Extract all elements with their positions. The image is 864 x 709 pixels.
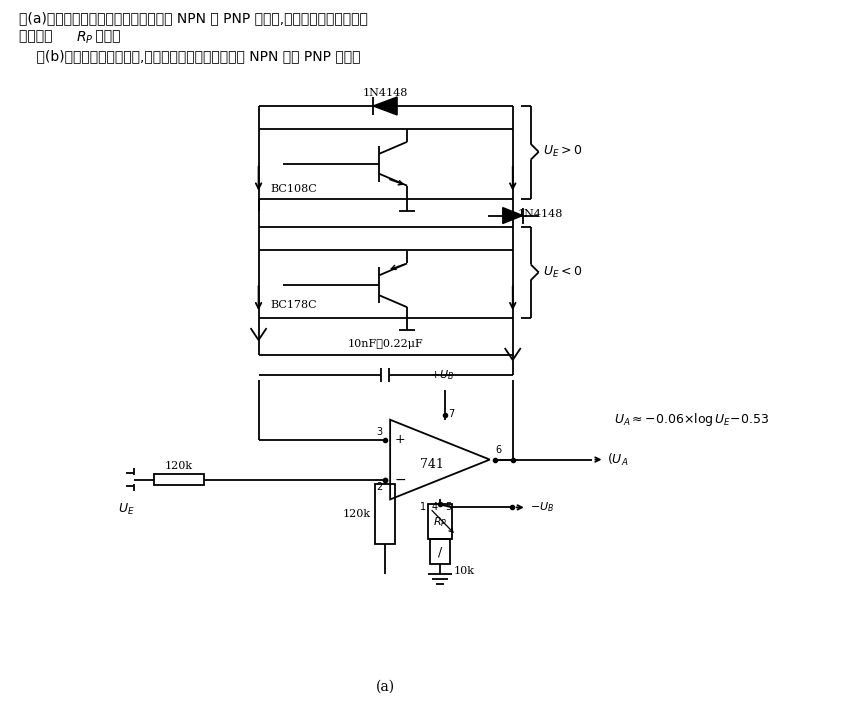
Text: $R_P$: $R_P$ [433,515,448,529]
Text: 120k: 120k [343,509,372,520]
Text: 图(a)电路可以根据输入信号的极性选用 NPN 或 PNP 晶体管,其零位电压可以通过调: 图(a)电路可以根据输入信号的极性选用 NPN 或 PNP 晶体管,其零位电压可… [19,11,368,26]
Text: BC108C: BC108C [270,184,317,194]
Bar [154,474,204,486]
Text: 120k: 120k [165,461,193,471]
Text: 调整。: 调整。 [91,29,121,43]
Text: BC178C: BC178C [270,300,317,311]
Text: 3: 3 [376,427,382,437]
Text: 4: 4 [432,503,438,513]
Text: $(U_A$: $(U_A$ [607,452,629,468]
Bar [430,540,450,564]
Text: 10nF～0.22μF: 10nF～0.22μF [347,339,423,349]
Text: 5: 5 [445,503,451,513]
Text: −: − [394,472,406,486]
Text: 741: 741 [420,458,444,471]
Bar [428,504,452,540]
Text: 图(b)电路可用作反对数表,其晶体管也可根据极性选用 NPN 型或 PNP 型的。: 图(b)电路可用作反对数表,其晶体管也可根据极性选用 NPN 型或 PNP 型的… [19,49,361,63]
Text: /: / [438,545,442,558]
Text: 节电位器: 节电位器 [19,29,57,43]
Bar [375,484,395,545]
Text: 2: 2 [376,483,382,493]
Text: 1N4148: 1N4148 [518,208,563,218]
Text: $U_A{\approx}{-}0.06{\times}\mathrm{log}\,U_E{-}0.53$: $U_A{\approx}{-}0.06{\times}\mathrm{log}… [614,411,770,428]
Text: $-U_B$: $-U_B$ [530,501,554,514]
Text: 6: 6 [496,445,502,454]
Text: 1: 1 [420,503,426,513]
Text: 1N4148: 1N4148 [363,88,408,98]
Polygon shape [373,97,397,115]
Text: +: + [395,433,405,446]
Text: $+U_B$: $+U_B$ [429,368,454,382]
Text: $R_P$: $R_P$ [76,30,93,47]
Text: $U_E>0$: $U_E>0$ [543,144,582,160]
Text: 7: 7 [448,409,454,419]
Polygon shape [503,208,523,223]
Text: $U_E$: $U_E$ [118,501,134,517]
Text: (a): (a) [376,680,395,693]
Text: 10k: 10k [454,566,475,576]
Text: $U_E<0$: $U_E<0$ [543,264,582,280]
